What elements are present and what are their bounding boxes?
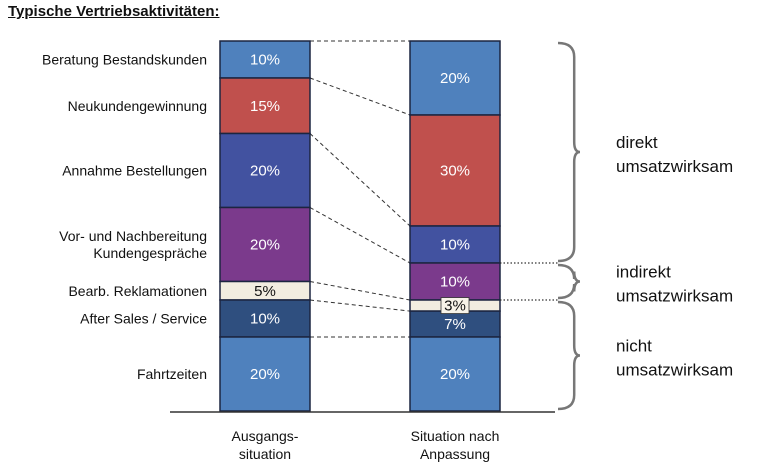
segment-value-label: 3% <box>444 298 466 315</box>
connector-line <box>309 77 411 116</box>
segment-value-label: 20% <box>250 366 280 383</box>
group-brace <box>557 41 581 263</box>
activity-label: Beratung Bestandskunden <box>42 52 207 68</box>
x-tick-label: Situation nach Anpassung <box>411 428 500 462</box>
activity-label: Neukundengewinnung <box>68 98 207 114</box>
bar-segment <box>409 40 501 116</box>
segment-value-label: 10% <box>250 311 280 328</box>
segment-value-label: 20% <box>440 70 470 87</box>
segment-value-label: 20% <box>250 163 280 180</box>
connector-line <box>309 133 411 227</box>
bar-segment <box>219 206 311 283</box>
segment-value-label: 20% <box>440 366 470 383</box>
connector-line <box>309 281 411 301</box>
segment-value-label: 20% <box>250 237 280 254</box>
activity-label: Bearb. Reklamationen <box>68 283 207 299</box>
segment-value-label: 15% <box>250 98 280 115</box>
chart-title: Typische Vertriebsaktivitäten: <box>8 3 220 20</box>
segment-value-label: 7% <box>444 316 466 333</box>
segment-value-label: 10% <box>250 52 280 69</box>
bar-segment <box>409 336 501 412</box>
activity-label: Fahrtzeiten <box>137 366 207 382</box>
bar-segment <box>409 262 501 301</box>
group-brace <box>557 300 581 411</box>
group-label: nicht umsatzwirksam <box>616 337 733 380</box>
group-label: indirekt umsatzwirksam <box>616 263 733 306</box>
group-label: direkt umsatzwirksam <box>616 133 733 176</box>
connector-line <box>309 299 411 312</box>
value-label-box <box>440 297 470 314</box>
segment-value-label: 10% <box>440 274 470 291</box>
segment-value-label: 5% <box>254 283 276 300</box>
x-tick-label: Ausgangs-situation <box>232 428 299 462</box>
activity-label: After Sales / Service <box>80 311 207 327</box>
segment-value-label: 10% <box>440 237 470 254</box>
group-brace <box>557 263 581 300</box>
segment-value-label: 30% <box>440 163 470 180</box>
connector-line <box>309 207 411 264</box>
bar-segment <box>219 336 311 412</box>
bar-segment <box>219 77 311 135</box>
activity-label: Vor- und Nachbereitung Kundengespräche <box>59 228 207 261</box>
activity-label: Annahme Bestellungen <box>62 163 207 179</box>
bar-segment <box>219 40 311 79</box>
